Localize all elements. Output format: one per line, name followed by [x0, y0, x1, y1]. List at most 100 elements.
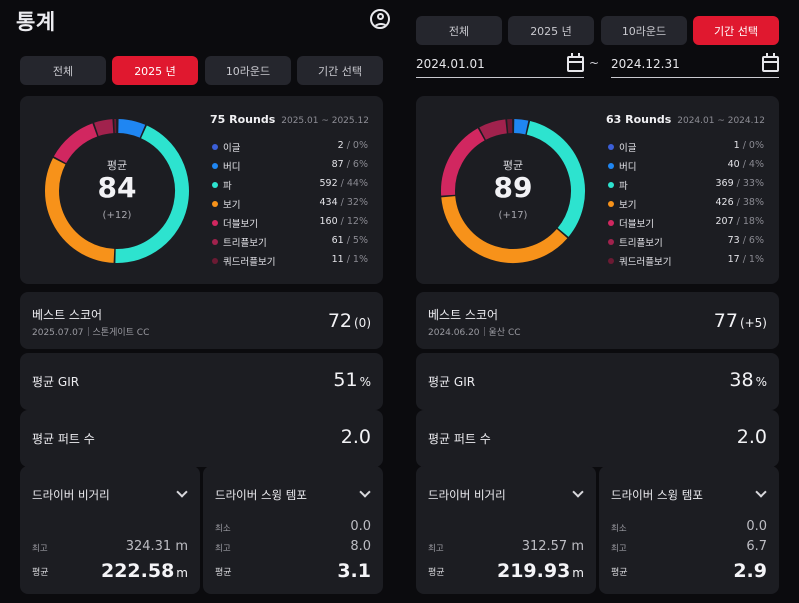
- avg-gir-card[interactable]: 평균 GIR 38%: [416, 353, 779, 410]
- tempo-min-value: 0.0: [350, 519, 371, 534]
- chevron-down-icon[interactable]: [359, 486, 371, 498]
- legend-label: 파: [223, 181, 232, 192]
- start-date-field[interactable]: 2024.01.01: [416, 50, 584, 78]
- legend-color-dot: [608, 258, 614, 264]
- legend-value: 160 / 12%: [319, 216, 369, 227]
- legend-label: 더블보기: [619, 219, 654, 230]
- avg-putts-card[interactable]: 평균 퍼트 수 2.0: [416, 410, 779, 467]
- driver-avg-value: 219.93 m: [496, 560, 584, 582]
- date-range-separator: ~: [589, 56, 600, 70]
- driver-max-label: 최고: [428, 544, 444, 554]
- chevron-down-icon[interactable]: [176, 486, 188, 498]
- donut-segment-보기: [45, 158, 115, 263]
- legend-value: 2 / 0%: [337, 140, 368, 151]
- driver-avg-label: 평균: [428, 568, 445, 578]
- donut-segment-트리플보기: [94, 119, 114, 137]
- best-score-title: 베스트 스코어: [32, 308, 103, 322]
- legend-value: 426 / 38%: [715, 197, 765, 208]
- best-score-value: 72 (0): [327, 310, 371, 332]
- legend-color-dot: [212, 163, 218, 169]
- tab-year-2025[interactable]: 2025 년: [508, 16, 594, 45]
- driver-max-value: 324.31 m: [125, 539, 188, 554]
- tab-all[interactable]: 전체: [20, 56, 106, 85]
- average-label: 평균: [502, 159, 524, 172]
- tab-10-rounds[interactable]: 10라운드: [601, 16, 687, 45]
- legend-item: 트리플보기 73 / 6%: [606, 235, 764, 254]
- legend-value: 1 / 0%: [733, 140, 764, 151]
- legend-item: 파 369 / 33%: [606, 178, 764, 197]
- legend-value: 73 / 6%: [727, 235, 764, 246]
- profile-icon[interactable]: [370, 9, 390, 29]
- legend-label: 트리플보기: [223, 238, 267, 249]
- stats-panel-left: 통계 전체 2025 년 10라운드 기간 선택 평균 84 (+12) 75 …: [16, 0, 400, 603]
- legend-label: 보기: [223, 200, 241, 211]
- legend-item: 버디 87 / 6%: [210, 159, 368, 178]
- tempo-max-value: 8.0: [350, 539, 371, 554]
- driver-distance-title: 드라이버 비거리: [32, 488, 110, 502]
- tab-period-select[interactable]: 기간 선택: [297, 56, 383, 85]
- best-score-title: 베스트 스코어: [428, 308, 499, 322]
- average-diff: (+17): [498, 210, 528, 221]
- legend-item: 버디 40 / 4%: [606, 159, 764, 178]
- calendar-icon[interactable]: [762, 52, 779, 72]
- avg-putts-value: 2.0: [340, 426, 371, 448]
- rounds-count: 75 Rounds 2025.01 ~ 2025.12: [210, 113, 369, 126]
- legend-label: 버디: [619, 162, 637, 173]
- legend-color-dot: [608, 163, 614, 169]
- tempo-avg-value: 3.1: [337, 560, 371, 582]
- legend-label: 트리플보기: [619, 238, 663, 249]
- score-summary-card: 평균 89 (+17) 63 Rounds 2024.01 ~ 2024.12 이…: [416, 96, 779, 284]
- score-donut-chart: [45, 119, 189, 263]
- legend-color-dot: [212, 201, 218, 207]
- legend-color-dot: [608, 201, 614, 207]
- chevron-down-icon[interactable]: [572, 486, 584, 498]
- tempo-min-label: 최소: [215, 524, 231, 534]
- avg-gir-value: 38%: [729, 369, 767, 391]
- donut-segment-파: [115, 125, 189, 263]
- donut-segment-파: [526, 121, 585, 237]
- tab-period-select[interactable]: 기간 선택: [693, 16, 779, 45]
- legend-color-dot: [608, 182, 614, 188]
- donut-segment-더블보기: [53, 123, 98, 164]
- score-summary-card: 평균 84 (+12) 75 Rounds 2025.01 ~ 2025.12 이…: [20, 96, 383, 284]
- legend-value: 207 / 18%: [715, 216, 765, 227]
- legend-label: 쿼드러플보기: [619, 257, 672, 268]
- legend-value: 11 / 1%: [331, 254, 368, 265]
- legend-color-dot: [212, 258, 218, 264]
- legend-label: 더블보기: [223, 219, 258, 230]
- driver-distance-title: 드라이버 비거리: [428, 488, 506, 502]
- driver-avg-value: 222.58 m: [100, 560, 188, 582]
- chevron-down-icon[interactable]: [755, 486, 767, 498]
- average-score: 89: [493, 171, 533, 204]
- calendar-icon[interactable]: [567, 52, 584, 72]
- legend-color-dot: [212, 220, 218, 226]
- tab-year-2025[interactable]: 2025 년: [112, 56, 198, 85]
- legend-value: 369 / 33%: [715, 178, 765, 189]
- legend-item: 보기 426 / 38%: [606, 197, 764, 216]
- best-score-meta: 2024.06.20 울산 CC: [428, 327, 521, 338]
- swing-tempo-card: 드라이버 스윙 템포 최소 0.0 최고 8.0 평균 3.1: [203, 466, 383, 594]
- best-score-card[interactable]: 베스트 스코어 2025.07.07 스톤게이트 CC 72 (0): [20, 292, 383, 349]
- driver-avg-label: 평균: [32, 568, 49, 578]
- tab-all[interactable]: 전체: [416, 16, 502, 45]
- legend-value: 40 / 4%: [727, 159, 764, 170]
- avg-gir-title: 평균 GIR: [32, 375, 80, 389]
- end-date-field[interactable]: 2024.12.31: [611, 50, 779, 78]
- tab-10-rounds[interactable]: 10라운드: [205, 56, 291, 85]
- legend-item: 쿼드러플보기 17 / 1%: [606, 254, 764, 273]
- avg-gir-card[interactable]: 평균 GIR 51%: [20, 353, 383, 410]
- tempo-avg-value: 2.9: [733, 560, 767, 582]
- legend-value: 87 / 6%: [331, 159, 368, 170]
- rounds-period: 2025.01 ~ 2025.12: [281, 116, 369, 126]
- driver-distance-card: 드라이버 비거리 최고 324.31 m 평균 222.58 m: [20, 466, 200, 594]
- best-score-value: 77 (+5): [713, 310, 767, 332]
- best-score-card[interactable]: 베스트 스코어 2024.06.20 울산 CC 77 (+5): [416, 292, 779, 349]
- legend-label: 버디: [223, 162, 241, 173]
- swing-tempo-card: 드라이버 스윙 템포 최소 0.0 최고 6.7 평균 2.9: [599, 466, 779, 594]
- avg-putts-card[interactable]: 평균 퍼트 수 2.0: [20, 410, 383, 467]
- swing-tempo-title: 드라이버 스윙 템포: [611, 488, 703, 502]
- tempo-min-value: 0.0: [746, 519, 767, 534]
- legend-item: 더블보기 207 / 18%: [606, 216, 764, 235]
- rounds-count: 63 Rounds 2024.01 ~ 2024.12: [606, 113, 765, 126]
- avg-putts-title: 평균 퍼트 수: [428, 432, 491, 446]
